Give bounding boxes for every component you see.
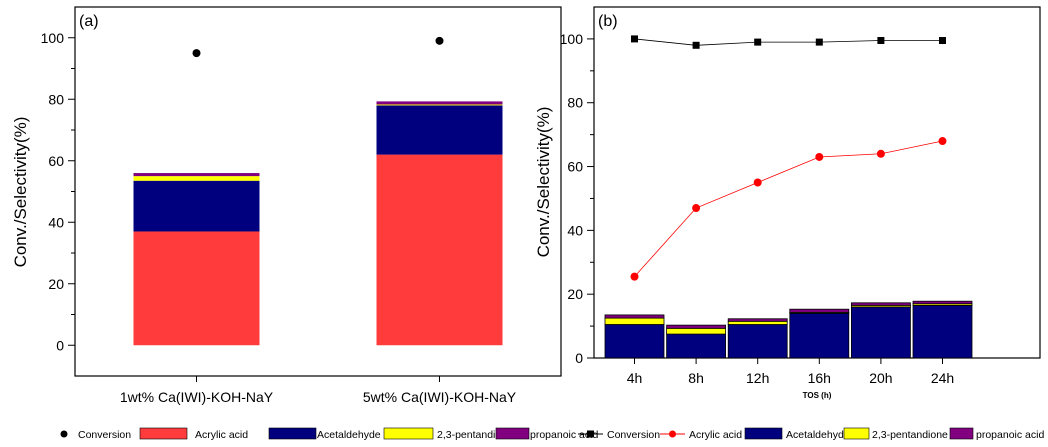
bar-acetaldehyde-24h <box>912 304 973 359</box>
legend-conversion-label: Conversion <box>607 429 660 441</box>
legend-acetaldehyde-label: Acetaldehyde <box>786 429 850 441</box>
bar-propanoic-acid-24h <box>912 300 973 305</box>
marker-conversion-12h <box>754 38 762 46</box>
y-tick-label-80: 80 <box>48 91 64 107</box>
marker-acrylic-acid-12h <box>753 178 762 187</box>
panel-b-bars <box>604 300 973 359</box>
panel-a-label: (a) <box>79 13 99 30</box>
legend-acrylic-acid-label: Acrylic acid <box>689 429 742 441</box>
marker-acrylic-acid-8h <box>692 204 701 213</box>
marker-conversion-8h <box>692 41 700 49</box>
bar-propanoic-acid-8h <box>666 324 726 329</box>
x-tick-label-16h: 16h <box>808 370 831 386</box>
bar-acrylic-acid-2 <box>376 154 503 346</box>
legend-acrylic-acid-label: Acrylic acid <box>195 429 248 441</box>
bar-acetaldehyde-12h <box>727 324 788 359</box>
panel-a-conversion-points <box>192 36 444 58</box>
line-acrylic-acid <box>634 140 943 277</box>
bar-propanoic-acid-2 <box>376 101 503 105</box>
y-tick-label-0: 0 <box>575 350 583 366</box>
bar-propanoic-acid-12h <box>727 318 788 322</box>
panel-a-y-axis: 0 20 40 60 80 100 <box>41 30 75 353</box>
legend-acrylic-acid-marker <box>669 430 676 438</box>
y-tick-label-40: 40 <box>48 214 64 230</box>
legend-propanoic-acid-label: propanoic acid <box>976 429 1044 441</box>
x-tick-label-12h: 12h <box>746 370 769 386</box>
panel-b-legend: Conversion Acrylic acid Acetaldehyde 2,3-pe… <box>578 427 1044 441</box>
panel-b-lines <box>630 35 947 281</box>
y-tick-label-40: 40 <box>567 222 583 238</box>
marker-acrylic-acid-16h <box>815 152 824 161</box>
panel-b-y-axis: 0 20 40 60 80 100 <box>560 31 594 366</box>
marker-conversion-20h <box>877 37 885 45</box>
x-tick-label-20h: 20h <box>869 370 892 386</box>
panel-a: (a) 0 20 40 60 80 100 1wt% Ca(IWI)-KOH-NaY 5wt… <box>11 6 598 441</box>
x-tick-label-24h: 24h <box>931 370 954 386</box>
x-tick-label-1: 1wt% Ca(IWI)-KOH-NaY <box>120 389 274 405</box>
bar-acetaldehyde-8h <box>666 333 726 359</box>
legend-2-3-pentandione-swatch <box>383 427 434 440</box>
y-tick-label-60: 60 <box>48 153 64 169</box>
line-conversion <box>634 38 943 46</box>
marker-conversion-24h <box>939 37 946 45</box>
marker-conversion-16h <box>815 38 823 46</box>
panel-b-y-label: Conv./Selectivity(%) <box>534 107 553 258</box>
bar-acetaldehyde-16h <box>789 312 850 359</box>
legend-propanoic-acid-label: propanoic acid <box>530 429 598 441</box>
panel-b-x-axis: 4h 8h 12h 16h 20h 24h <box>627 358 954 386</box>
bar-2-3-pentandione-4h <box>604 317 665 325</box>
x-tick-label-2: 5wt% Ca(IWI)-KOH-NaY <box>363 389 517 405</box>
bar-propanoic-acid-1 <box>133 173 260 177</box>
y-tick-label-60: 60 <box>567 159 583 175</box>
bar-2-3-pentandione-12h <box>727 320 788 325</box>
bar-2-3-pentandione-8h <box>666 327 726 335</box>
x-tick-label-8h: 8h <box>688 370 704 386</box>
bar-2-3-pentandione-2 <box>376 104 503 106</box>
legend-2-3-pentandione-label: 2,3-pentandione <box>437 429 513 441</box>
bar-propanoic-acid-20h <box>851 302 911 306</box>
x-tick-label-4h: 4h <box>627 370 643 386</box>
y-tick-label-100: 100 <box>560 31 584 47</box>
y-tick-label-100: 100 <box>41 30 65 46</box>
panel-a-bars <box>133 101 503 346</box>
legend-acrylic-acid-swatch <box>139 427 188 440</box>
legend-acetaldehyde-swatch <box>268 427 317 440</box>
panel-b: (b) 0 20 40 60 80 100 4h 8h 12h 16h 20h 24h Conv./… <box>534 6 1044 441</box>
marker-acrylic-acid-24h <box>938 137 947 146</box>
legend-conversion-marker <box>60 430 68 438</box>
y-tick-label-20: 20 <box>567 286 583 302</box>
conversion-point-2 <box>435 36 444 45</box>
conversion-point-1 <box>192 49 201 58</box>
panel-b-x-label: TOS (h) <box>803 391 832 400</box>
legend-2-3-pentandione-label: 2,3-pentandione <box>872 429 948 441</box>
bar-acetaldehyde-1 <box>133 180 260 232</box>
panel-b-frame <box>593 6 1041 359</box>
bar-acetaldehyde-4h <box>604 324 665 359</box>
legend-acetaldehyde-label: Acetaldehyde <box>317 429 381 441</box>
bar-2-3-pentandione-1 <box>133 176 260 181</box>
bar-acrylic-acid-1 <box>133 231 260 346</box>
y-tick-label-20: 20 <box>48 276 64 292</box>
marker-conversion-4h <box>631 35 638 43</box>
legend-propanoic-acid-swatch <box>949 427 974 440</box>
panel-a-y-label: Conv./Selectivity(%) <box>11 117 30 268</box>
panel-b-label: (b) <box>598 13 618 30</box>
legend-acetaldehyde-swatch <box>744 427 783 440</box>
panel-a-legend: Conversion Acrylic acid Acetaldehyde 2,3-pe… <box>60 427 598 441</box>
bar-propanoic-acid-16h <box>789 308 850 313</box>
y-tick-label-80: 80 <box>567 95 583 111</box>
legend-2-3-pentandione-swatch <box>843 427 870 440</box>
legend-propanoic-acid-swatch <box>495 427 530 440</box>
marker-acrylic-acid-20h <box>876 149 885 158</box>
bar-acetaldehyde-20h <box>851 306 911 359</box>
y-tick-label-0: 0 <box>56 337 64 353</box>
bar-acetaldehyde-2 <box>376 105 503 155</box>
legend-conversion-label: Conversion <box>78 429 131 441</box>
legend-conversion-marker <box>587 430 594 438</box>
bar-propanoic-acid-4h <box>604 314 665 319</box>
panel-a-x-axis: 1wt% Ca(IWI)-KOH-NaY 5wt% Ca(IWI)-KOH-NaY <box>120 376 517 405</box>
marker-acrylic-acid-4h <box>630 272 639 281</box>
